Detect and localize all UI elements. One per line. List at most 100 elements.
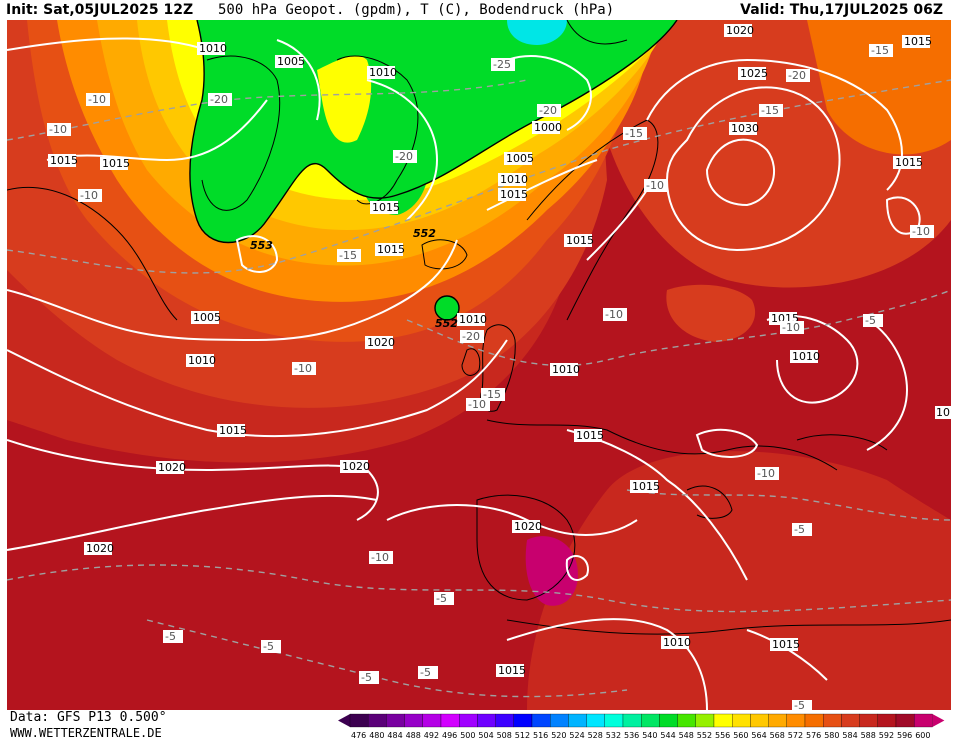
scale-tick-label: 488 <box>406 731 421 740</box>
scale-tick-label: 476 <box>351 731 366 740</box>
svg-text:-10: -10 <box>605 308 623 321</box>
scale-tick-label: 596 <box>897 731 912 740</box>
shade-green <box>190 20 677 243</box>
svg-text:1015: 1015 <box>566 234 594 247</box>
svg-text:-5: -5 <box>263 640 274 653</box>
scale-swatch <box>823 713 842 728</box>
temp-label: -15 <box>869 44 893 57</box>
isobar-label: 1010 <box>457 313 487 326</box>
scale-tick-label: 532 <box>606 731 621 740</box>
svg-text:-20: -20 <box>210 93 228 106</box>
isobars <box>7 37 921 710</box>
temp-label: -5 <box>359 671 379 684</box>
svg-text:1010: 1010 <box>792 350 820 363</box>
svg-text:-10: -10 <box>294 362 312 375</box>
isobar-label: 1010 <box>661 636 691 649</box>
svg-text:1015: 1015 <box>102 157 130 170</box>
temp-label: -5 <box>418 666 438 679</box>
scale-swatch <box>732 713 751 728</box>
scale-tick-label: 548 <box>679 731 694 740</box>
scale-tick-label: 508 <box>497 731 512 740</box>
scale-tick-label: 568 <box>770 731 785 740</box>
scale-swatch <box>768 713 787 728</box>
scale-tick-label: 552 <box>697 731 712 740</box>
svg-text:-10: -10 <box>371 551 389 564</box>
svg-text:-5: -5 <box>361 671 372 684</box>
temp-label: -5 <box>792 699 812 710</box>
scale-tick-label: 588 <box>861 731 876 740</box>
isobar-label: 1010 <box>186 354 216 367</box>
svg-text:1010: 1010 <box>552 363 580 376</box>
isobar-label: 1010 <box>550 363 580 376</box>
temp-label: -20 <box>786 69 810 82</box>
scale-swatch <box>677 713 696 728</box>
svg-text:1020: 1020 <box>514 520 542 533</box>
svg-text:1005: 1005 <box>193 311 221 324</box>
scale-tick-label: 600 <box>915 731 930 740</box>
scale-tick-label: 572 <box>788 731 803 740</box>
isobar-label: 1020 <box>365 336 395 349</box>
temp-label: -20 <box>393 150 417 163</box>
temp-label: -5 <box>163 630 183 643</box>
svg-text:-5: -5 <box>165 630 176 643</box>
scale-swatch <box>695 713 715 728</box>
svg-text:1020: 1020 <box>158 461 186 474</box>
svg-text:-15: -15 <box>761 104 779 117</box>
isobar-label: 1020 <box>340 460 370 473</box>
scale-swatch <box>568 713 587 728</box>
header-bar: Init: Sat,05JUL2025 12Z 500 hPa Geopot. … <box>0 0 959 20</box>
temp-label: -10 <box>86 93 110 106</box>
color-scale: 476 480 484 488 492 496 500 504 508 512 516 520 524 5… <box>338 713 945 740</box>
svg-text:-10: -10 <box>468 398 486 411</box>
temp-label: -10 <box>910 225 934 238</box>
temp-label: -5 <box>261 640 281 653</box>
isobar-label: 1015 <box>770 638 800 651</box>
svg-text:1015: 1015 <box>576 429 604 442</box>
svg-text:-10: -10 <box>88 93 106 106</box>
temp-label: -10 <box>603 308 627 321</box>
scale-swatch <box>841 713 860 728</box>
shade-green-small <box>435 296 459 320</box>
scale-tick-label: 556 <box>715 731 730 740</box>
scale-tick-label: 528 <box>588 731 603 740</box>
svg-text:10: 10 <box>936 406 950 419</box>
svg-text:1005: 1005 <box>277 55 305 68</box>
temp-label: -10 <box>755 467 779 480</box>
svg-text:1020: 1020 <box>342 460 370 473</box>
website-label: WWW.WETTERZENTRALE.DE <box>10 726 162 740</box>
isobar-label: 1015 <box>217 424 247 437</box>
temp-label: -15 <box>481 388 505 401</box>
svg-text:-25: -25 <box>493 58 511 71</box>
geopot-contours <box>189 20 678 321</box>
svg-text:1020: 1020 <box>86 542 114 555</box>
svg-text:-15: -15 <box>339 249 357 262</box>
svg-text:1015: 1015 <box>904 35 932 48</box>
isobar-label-group: 1010 1005 1010 1020 1015 1015 1015 1000 … <box>48 24 951 677</box>
scale-swatch <box>349 713 369 728</box>
svg-text:1015: 1015 <box>377 243 405 256</box>
isobar-label: 1025 <box>738 67 768 80</box>
svg-text:-10: -10 <box>646 179 664 192</box>
svg-text:-10: -10 <box>80 189 98 202</box>
svg-text:-15: -15 <box>625 127 643 140</box>
isobar-label: 10 <box>935 406 951 419</box>
svg-text:1015: 1015 <box>632 480 660 493</box>
svg-text:-5: -5 <box>794 699 805 710</box>
scale-swatch <box>641 713 660 728</box>
svg-text:-10: -10 <box>49 123 67 136</box>
temp-label: -20 <box>208 93 232 106</box>
scale-tick-label: 496 <box>442 731 457 740</box>
temp-label: -10 <box>780 321 804 334</box>
scale-swatch <box>477 713 496 728</box>
svg-text:1010: 1010 <box>188 354 216 367</box>
data-source-label: Data: GFS P13 0.500° <box>10 710 167 725</box>
svg-text:-20: -20 <box>395 150 413 163</box>
scale-swatch <box>531 713 551 728</box>
scale-tick-label: 512 <box>515 731 530 740</box>
weather-map: 1010 1005 1010 1020 1015 1015 1015 1000 … <box>7 20 951 710</box>
svg-text:-5: -5 <box>436 592 447 605</box>
shade-magenta <box>525 536 578 606</box>
svg-text:1015: 1015 <box>772 638 800 651</box>
isobar-label: 1015 <box>902 35 932 48</box>
isobar-label: 1005 <box>191 311 221 324</box>
